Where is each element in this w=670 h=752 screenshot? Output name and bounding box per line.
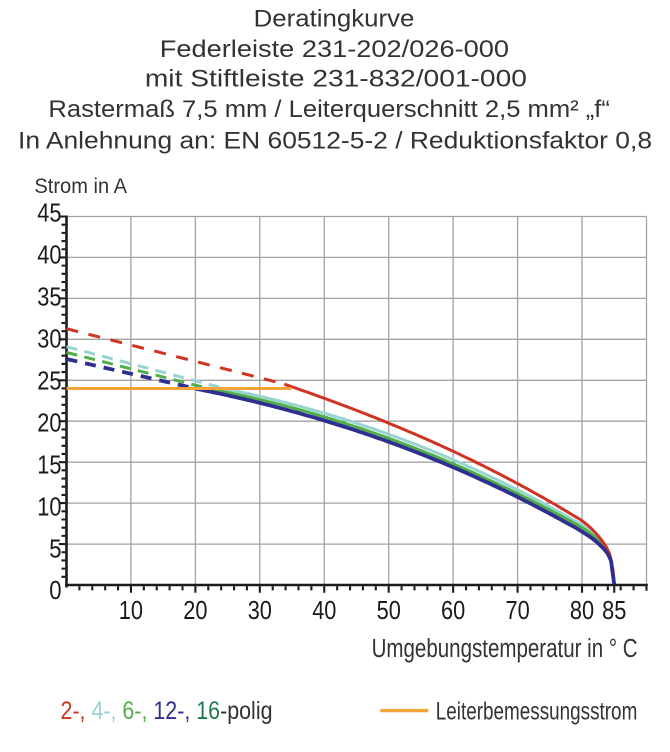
svg-text:20: 20: [183, 595, 207, 625]
svg-text:50: 50: [377, 595, 401, 625]
svg-text:Umgebungstemperatur in ° C: Umgebungstemperatur in ° C: [372, 635, 638, 663]
svg-text:40: 40: [37, 240, 61, 270]
svg-text:Leiterbemessungsstrom: Leiterbemessungsstrom: [436, 699, 638, 726]
svg-text:In Anlehnung an: EN 60512-5-2: In Anlehnung an: EN 60512-5-2 / Reduktio…: [18, 128, 652, 155]
svg-text:20: 20: [37, 407, 61, 437]
svg-text:35: 35: [37, 282, 61, 312]
svg-text:15: 15: [37, 449, 61, 479]
svg-text:Federleiste 231-202/026-000: Federleiste 231-202/026-000: [160, 36, 509, 63]
svg-text:45: 45: [37, 198, 61, 228]
svg-text:10: 10: [37, 491, 61, 521]
svg-text:80: 80: [570, 595, 594, 625]
svg-text:85: 85: [602, 595, 626, 625]
svg-text:Strom in A: Strom in A: [34, 174, 127, 198]
svg-text:Deratingkurve: Deratingkurve: [254, 6, 415, 33]
svg-text:30: 30: [248, 595, 272, 625]
svg-text:Rastermaß 7,5 mm / Leiterquers: Rastermaß 7,5 mm / Leiterquerschnitt 2,5…: [48, 96, 610, 123]
svg-text:10: 10: [119, 595, 143, 625]
svg-text:0: 0: [49, 575, 61, 605]
svg-text:25: 25: [37, 366, 61, 396]
svg-text:70: 70: [506, 595, 530, 625]
svg-text:mit Stiftleiste 231-832/001-00: mit Stiftleiste 231-832/001-000: [145, 66, 527, 93]
svg-text:2-, 4-, 6-, 12-, 16-polig: 2-, 4-, 6-, 12-, 16-polig: [61, 698, 273, 725]
svg-text:60: 60: [441, 595, 465, 625]
svg-text:40: 40: [312, 595, 336, 625]
svg-text:30: 30: [37, 324, 61, 354]
svg-text:5: 5: [49, 533, 61, 563]
